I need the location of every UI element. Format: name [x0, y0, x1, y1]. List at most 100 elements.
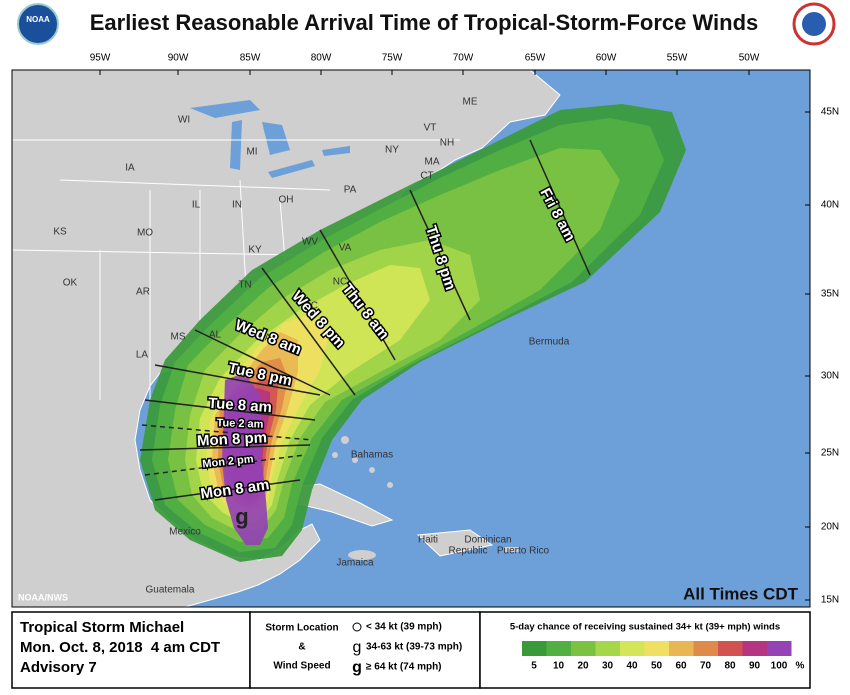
place-label: Puerto Rico [497, 546, 550, 557]
place-label: LA [136, 350, 149, 361]
place-label: Guatemala [146, 585, 195, 596]
longitude-label: 90W [168, 53, 189, 64]
latitude-label: 25N [821, 448, 839, 459]
place-label: VA [339, 243, 352, 254]
nws-logo-inner [802, 12, 826, 36]
title: Earliest Reasonable Arrival Time of Trop… [90, 10, 759, 35]
logo-text: NOAA [26, 15, 50, 24]
lake-superior [190, 100, 260, 118]
place-label: VT [424, 123, 437, 134]
wind-swath [140, 104, 686, 562]
longitude-label: 55W [667, 53, 688, 64]
longitude-label: 65W [525, 53, 546, 64]
hispaniola [416, 529, 494, 557]
place-label: IA [125, 163, 135, 174]
place-label: MS [171, 332, 186, 343]
probability-band [222, 376, 268, 545]
scale-swatch [767, 641, 792, 656]
symbol-depression [352, 622, 362, 632]
time-label: Mon 8 pm [197, 429, 268, 450]
scale-swatch [571, 641, 596, 656]
scale-label: 20 [577, 661, 589, 672]
noaa-logo [17, 3, 59, 45]
place-label: AR [136, 287, 150, 298]
scale-swatch [669, 641, 694, 656]
place-label: SC [304, 301, 318, 312]
place-label: CT [420, 171, 433, 182]
latitude-label: 45N [821, 107, 839, 118]
storm-legend-box [249, 611, 481, 689]
legend-item: 34-63 kt (39-73 mph) [366, 642, 462, 653]
place-label: TN [238, 280, 251, 291]
scale-label: 60 [675, 661, 687, 672]
place-label: Bermuda [529, 337, 570, 348]
legend-title-2: Wind Speed [273, 661, 330, 672]
place-label: Mexico [169, 527, 201, 538]
symbol-hurricane: ɡ [352, 659, 362, 676]
advisory-number: Advisory 7 [20, 659, 97, 676]
latitude-label: 35N [821, 289, 839, 300]
latitude-label: 15N [821, 595, 839, 606]
jamaica [348, 550, 376, 560]
place-label: Bahamas [351, 450, 393, 461]
place-label: PA [344, 185, 357, 196]
storm-symbol: ɡ [235, 504, 248, 529]
longitude-label: 60W [596, 53, 617, 64]
great-lakes [190, 100, 350, 178]
lake-erie [268, 160, 315, 178]
place-label: IL [192, 200, 201, 211]
place-label: Republic [449, 546, 488, 557]
scale-swatch [522, 641, 547, 656]
scale-label: 30 [602, 661, 614, 672]
place-label: KY [248, 245, 262, 256]
scale-swatch [742, 641, 767, 656]
legend-title-1: Storm Location [265, 623, 338, 634]
place-label: GA [257, 333, 272, 344]
place-label: IN [232, 200, 242, 211]
place-label: WV [302, 237, 318, 248]
place-label: Dominican [464, 535, 511, 546]
place-label: NY [385, 145, 399, 156]
place-label: AL [209, 330, 222, 341]
scale-label: 10 [553, 661, 565, 672]
scale-label: 40 [626, 661, 638, 672]
longitude-label: 95W [90, 53, 111, 64]
longitude-label: 80W [311, 53, 332, 64]
footer: Tropical Storm Michael Mon. Oct. 8, 2018… [11, 611, 811, 689]
scale-label: 70 [700, 661, 712, 672]
bahamas [332, 436, 393, 488]
place-label: NC [333, 277, 347, 288]
storm-name: Tropical Storm Michael [20, 619, 184, 636]
info-box [11, 611, 251, 689]
latitude-label: 40N [821, 200, 839, 211]
puerto-rico [505, 547, 519, 552]
time-label: Tue 8 am [208, 395, 273, 416]
legend-item: < 34 kt (39 mph) [366, 622, 442, 633]
lake-michigan [230, 120, 242, 170]
scale-swatch [644, 641, 669, 656]
place-label: WI [178, 115, 190, 126]
lake-ontario [322, 146, 350, 156]
legend-item: ≥ 64 kt (74 mph) [366, 662, 442, 673]
map-frame [11, 69, 811, 608]
time-lines [139, 139, 591, 501]
scale-swatch [718, 641, 743, 656]
credit: NOAA/NWS [18, 592, 68, 602]
scale-swatch [693, 641, 718, 656]
place-label: KS [53, 227, 67, 238]
place-label: OH [279, 195, 294, 206]
place-label: MO [137, 228, 153, 239]
place-label: Jamaica [336, 558, 374, 569]
scale-label: 90 [749, 661, 761, 672]
scale-swatch [546, 641, 571, 656]
scale-label: 80 [724, 661, 736, 672]
place-label: OK [63, 278, 78, 289]
longitude-label: 50W [739, 53, 760, 64]
latitude-label: 20N [821, 522, 839, 533]
place-label: Haiti [418, 535, 438, 546]
probability-title: 5-day chance of receiving sustained 34+ … [510, 622, 780, 633]
time-label: Tue 2 am [216, 417, 263, 431]
longitude-label: 75W [382, 53, 403, 64]
